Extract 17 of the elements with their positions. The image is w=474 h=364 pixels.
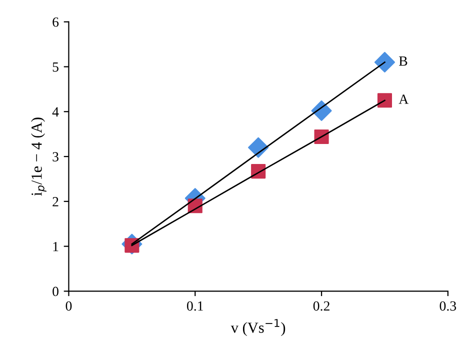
- x-tick-label: 0: [66, 301, 72, 311]
- y-tick-label: 4: [52, 107, 59, 116]
- y-tick-label: 0: [52, 286, 58, 296]
- x-axis-title: v (Vs$^{−1}$): [230, 319, 286, 336]
- x-tick-label: 0.2: [313, 301, 330, 311]
- x-tick-label: 0.1: [186, 301, 203, 311]
- y-tick-label: 6: [52, 17, 59, 27]
- y-tick-label: 5: [52, 62, 58, 72]
- series-label: B: [399, 56, 408, 66]
- y-tick-label: 1: [53, 242, 58, 252]
- point: [377, 93, 392, 108]
- y-tick-label: 3: [52, 152, 58, 162]
- series-label: A: [398, 94, 409, 104]
- y-tick-label: 2: [52, 197, 58, 206]
- y-axis-title: i$_{p}$/1e − 4 (A): [31, 118, 46, 196]
- point: [374, 52, 395, 73]
- x-tick-label: 0.3: [440, 301, 456, 311]
